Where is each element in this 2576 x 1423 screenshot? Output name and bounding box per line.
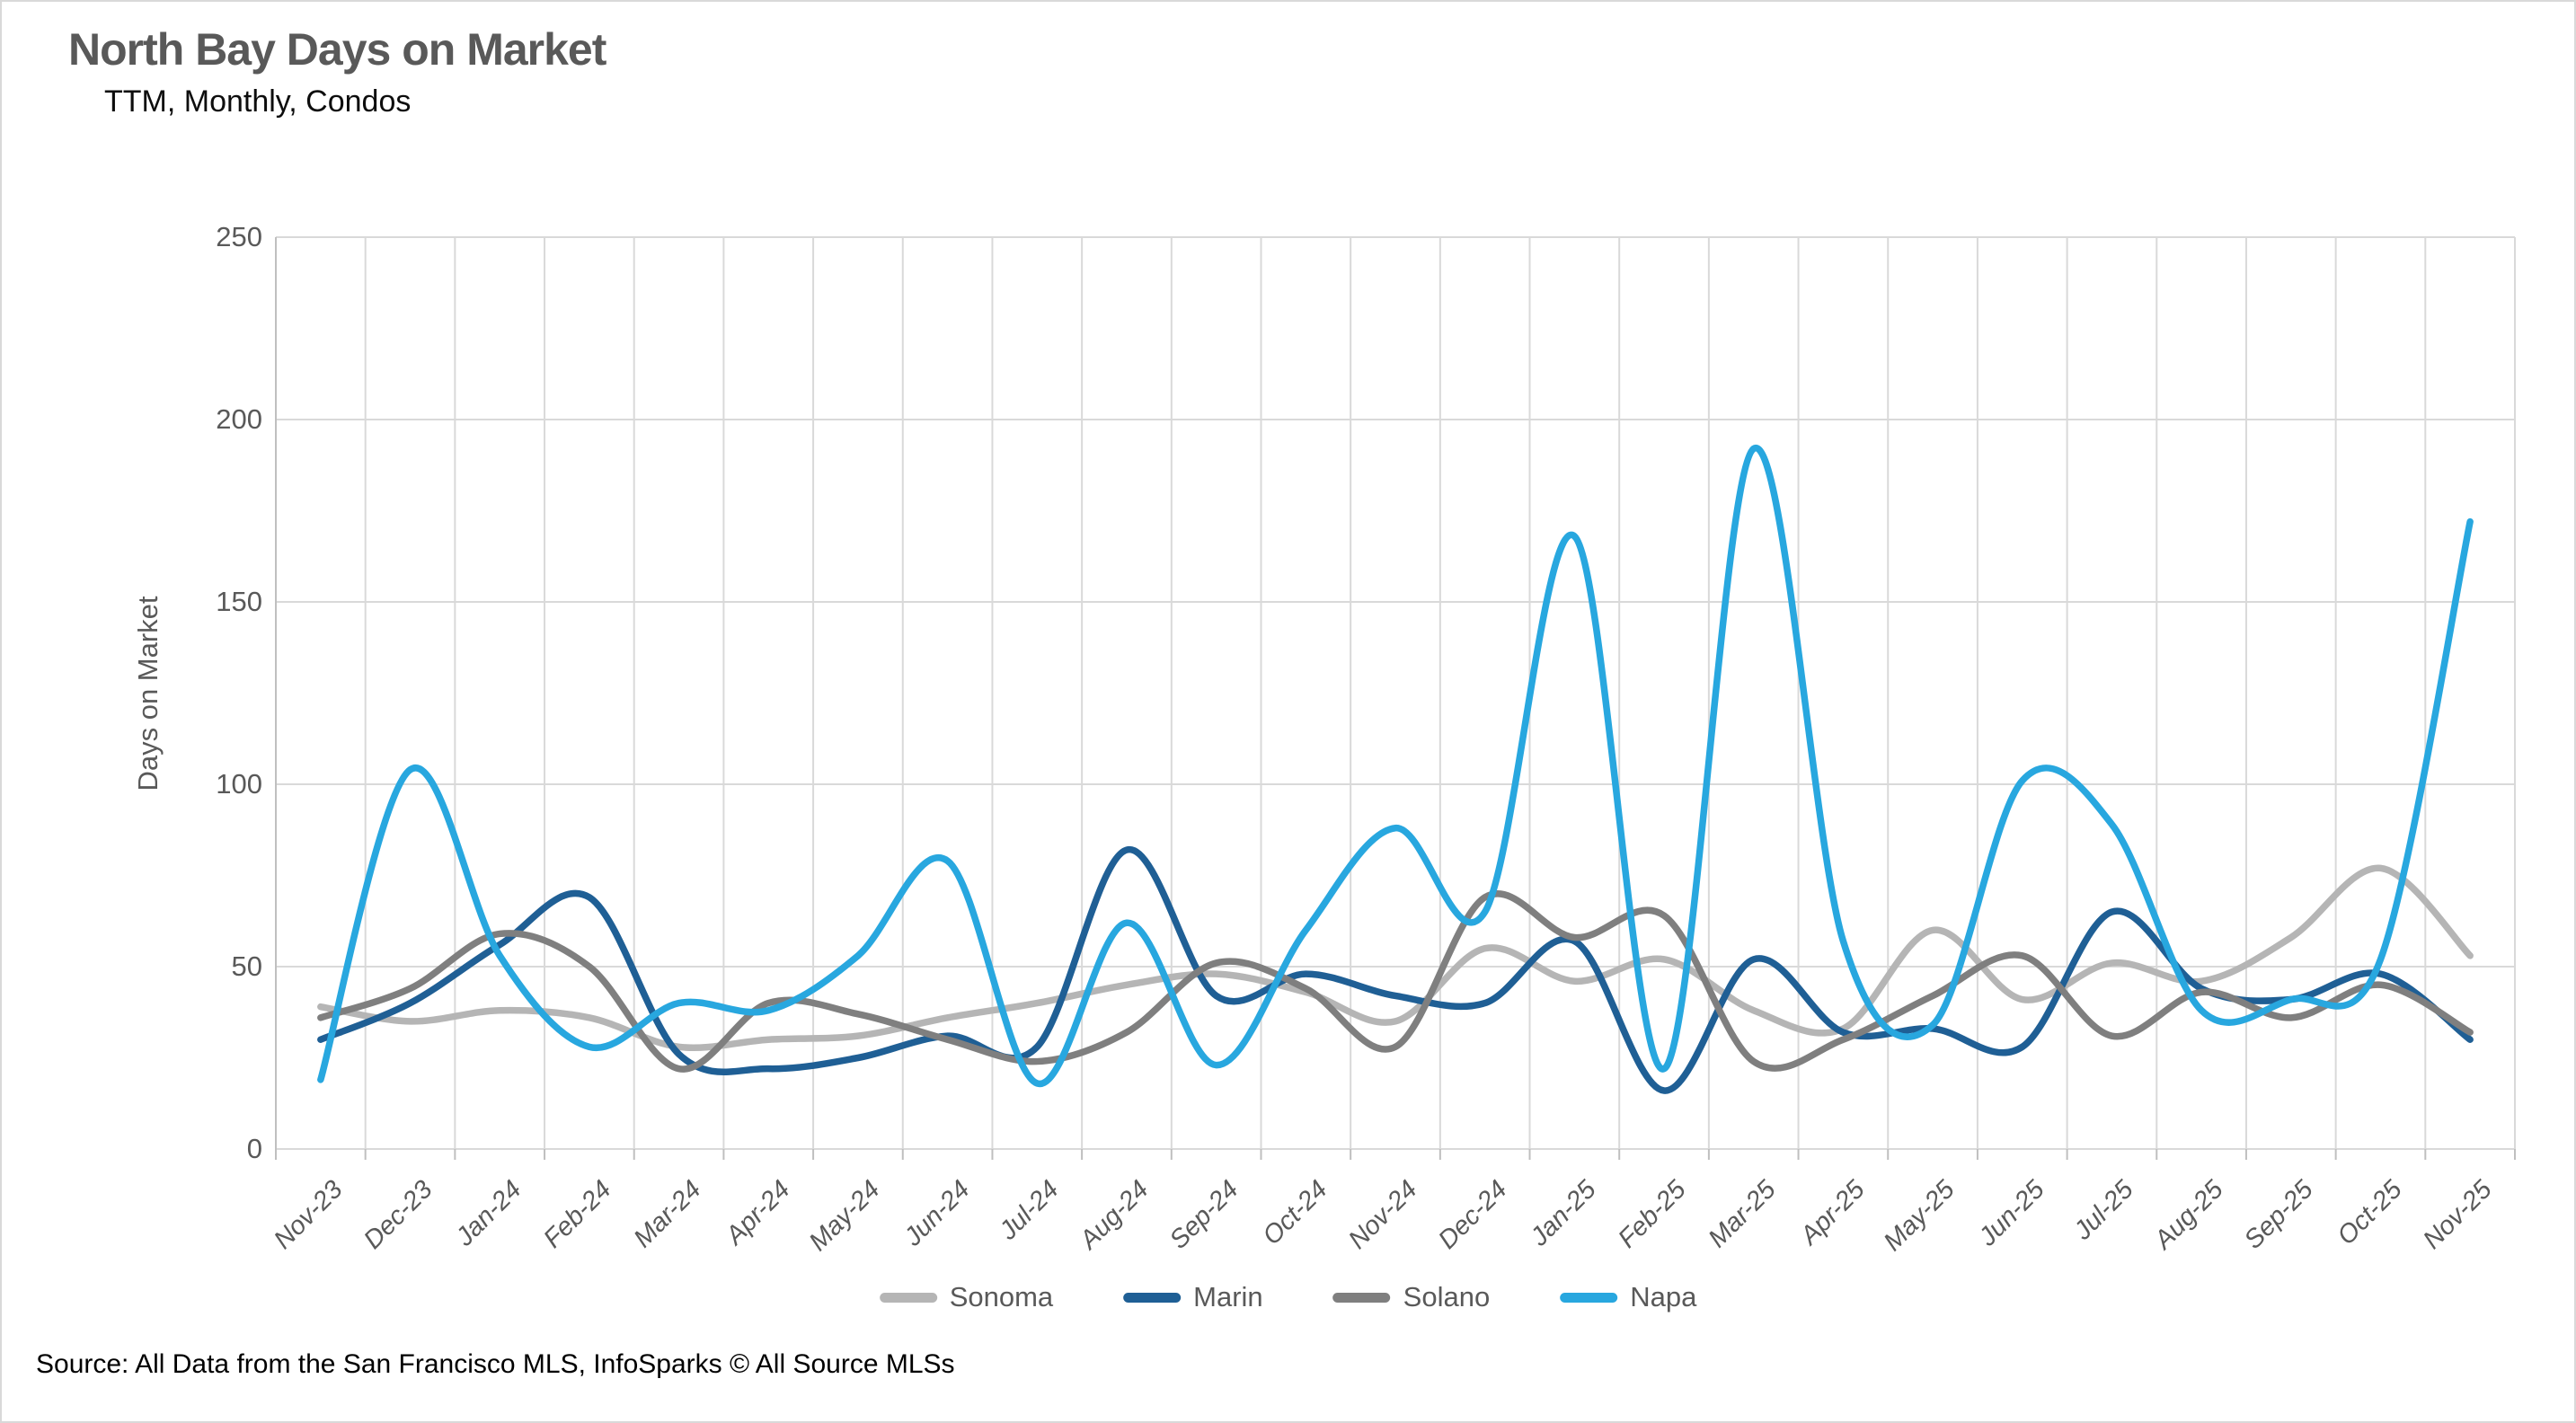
y-tick-label: 250 xyxy=(216,221,262,252)
y-tick-label: 200 xyxy=(216,403,262,435)
legend-item-solano: Solano xyxy=(1332,1281,1491,1313)
y-tick-label: 0 xyxy=(246,1133,262,1164)
legend-item-marin: Marin xyxy=(1123,1281,1263,1313)
chart-title: North Bay Days on Market xyxy=(68,24,606,75)
series-line-marin xyxy=(317,846,2474,1094)
series-line-napa xyxy=(317,445,2474,1087)
y-tick-label: 100 xyxy=(216,768,262,800)
legend-swatch xyxy=(1560,1292,1618,1303)
legend-swatch xyxy=(1123,1292,1182,1303)
legend-swatch xyxy=(879,1292,937,1303)
legend-label: Sonoma xyxy=(949,1281,1054,1313)
legend-label: Marin xyxy=(1193,1281,1263,1313)
series-line-solano xyxy=(317,890,2474,1073)
legend-label: Solano xyxy=(1403,1281,1491,1313)
y-tick-label: 150 xyxy=(216,586,262,617)
legend-item-napa: Napa xyxy=(1560,1281,1696,1313)
chart-subtitle: TTM, Monthly, Condos xyxy=(104,84,412,119)
y-tick-label: 50 xyxy=(231,950,262,982)
legend-swatch xyxy=(1332,1292,1391,1303)
legend-item-sonoma: Sonoma xyxy=(879,1281,1054,1313)
legend: Sonoma Marin Solano Napa xyxy=(879,1281,1696,1313)
source-note: Source: All Data from the San Francisco … xyxy=(36,1349,955,1379)
legend-label: Napa xyxy=(1630,1281,1697,1313)
